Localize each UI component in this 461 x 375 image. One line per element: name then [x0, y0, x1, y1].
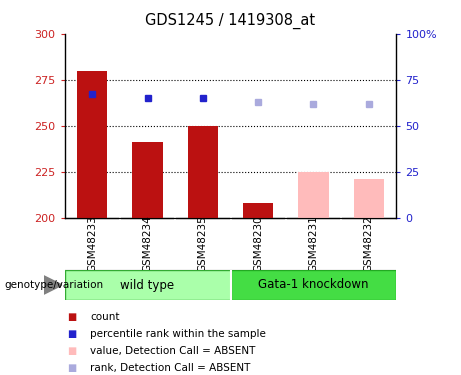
Bar: [230, 270, 396, 300]
Text: wild type: wild type: [120, 279, 175, 291]
Text: Gata-1 knockdown: Gata-1 knockdown: [258, 279, 369, 291]
Text: count: count: [90, 312, 119, 322]
Bar: [188, 126, 218, 218]
Text: value, Detection Call = ABSENT: value, Detection Call = ABSENT: [90, 346, 255, 355]
Text: GSM48234: GSM48234: [142, 215, 153, 272]
Text: GSM48235: GSM48235: [198, 215, 208, 272]
Bar: [132, 142, 163, 218]
Text: GSM48231: GSM48231: [308, 215, 319, 272]
Bar: [243, 203, 273, 217]
Bar: [298, 172, 329, 217]
Text: genotype/variation: genotype/variation: [5, 280, 104, 290]
Text: GSM48233: GSM48233: [87, 215, 97, 272]
Text: percentile rank within the sample: percentile rank within the sample: [90, 329, 266, 339]
Text: ■: ■: [67, 329, 76, 339]
Text: GSM48232: GSM48232: [364, 215, 374, 272]
Text: ■: ■: [67, 346, 76, 355]
Text: ■: ■: [67, 363, 76, 372]
Polygon shape: [44, 276, 62, 294]
Bar: [77, 70, 107, 217]
Text: ■: ■: [67, 312, 76, 322]
Text: GSM48230: GSM48230: [253, 215, 263, 272]
Text: rank, Detection Call = ABSENT: rank, Detection Call = ABSENT: [90, 363, 250, 372]
Bar: [354, 179, 384, 218]
Text: GDS1245 / 1419308_at: GDS1245 / 1419308_at: [145, 13, 316, 29]
Bar: [65, 270, 230, 300]
